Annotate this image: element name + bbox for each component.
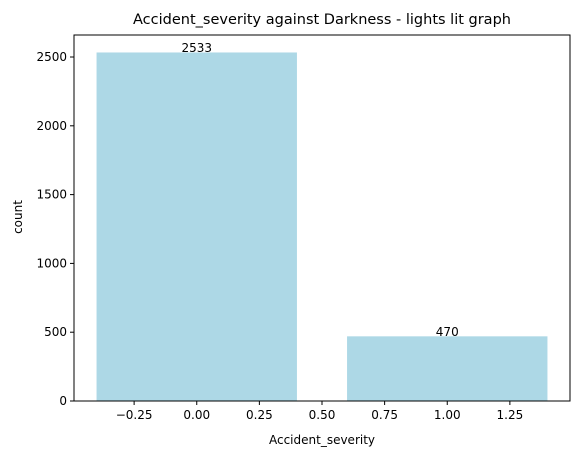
y-axis-title: count bbox=[11, 200, 25, 234]
x-tick-label: 0.00 bbox=[183, 408, 210, 422]
data-label-0: 2533 bbox=[181, 41, 212, 55]
y-tick-label: 1000 bbox=[36, 256, 67, 270]
x-tick-label: 0.25 bbox=[246, 408, 273, 422]
x-tick-label: 0.75 bbox=[371, 408, 398, 422]
data-label-1: 470 bbox=[436, 325, 459, 339]
y-tick-label: 500 bbox=[44, 325, 67, 339]
bars-group bbox=[96, 52, 548, 402]
bar-0 bbox=[96, 52, 297, 402]
x-tick-label: −0.25 bbox=[116, 408, 153, 422]
chart-title: Accident_severity against Darkness - lig… bbox=[133, 12, 511, 28]
y-tick-label: 0 bbox=[59, 394, 67, 408]
bar-1 bbox=[347, 336, 548, 401]
x-axis-title: Accident_severity bbox=[269, 433, 375, 447]
x-tick-label: 1.25 bbox=[497, 408, 524, 422]
y-axis-ticks: 0 500 1000 1500 2000 2500 bbox=[36, 50, 74, 408]
data-labels-group: 2533 470 bbox=[181, 41, 458, 339]
y-tick-label: 2500 bbox=[36, 50, 67, 64]
y-tick-label: 2000 bbox=[36, 119, 67, 133]
x-tick-label: 1.00 bbox=[434, 408, 461, 422]
x-axis-ticks: −0.25 0.00 0.25 0.50 0.75 1.00 1.25 bbox=[116, 401, 524, 422]
y-tick-label: 1500 bbox=[36, 188, 67, 202]
x-tick-label: 0.50 bbox=[309, 408, 336, 422]
